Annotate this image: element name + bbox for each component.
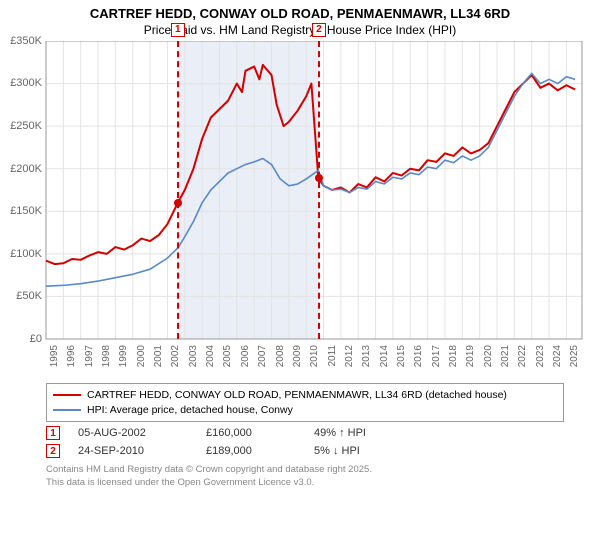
x-tick-label: 2023 [535, 345, 546, 367]
x-tick-label: 2018 [448, 345, 459, 367]
y-tick-label: £100K [2, 248, 42, 260]
sale-delta: 49% ↑ HPI [314, 427, 366, 439]
x-tick-label: 2014 [379, 345, 390, 367]
x-tick-label: 2024 [552, 345, 563, 367]
x-tick-label: 2010 [309, 345, 320, 367]
sale-marker-line-1 [177, 41, 179, 339]
sales-table: 1 05-AUG-2002 £160,000 49% ↑ HPI 2 24-SEP-201… [0, 426, 600, 458]
x-tick-label: 2025 [569, 345, 580, 367]
sale-marker-line-2 [318, 41, 320, 339]
sale-badge: 1 [46, 426, 60, 440]
x-tick-label: 1995 [49, 345, 60, 367]
sale-price: £160,000 [206, 427, 296, 439]
y-tick-label: £150K [2, 205, 42, 217]
legend-swatch [53, 394, 81, 396]
x-tick-label: 2002 [170, 345, 181, 367]
sale-date: 05-AUG-2002 [78, 427, 188, 439]
x-tick-label: 2003 [188, 345, 199, 367]
x-tick-label: 2007 [257, 345, 268, 367]
x-tick-label: 2006 [240, 345, 251, 367]
sale-marker-dot-2 [315, 174, 323, 182]
x-tick-label: 2019 [465, 345, 476, 367]
footer-line-2: This data is licensed under the Open Gov… [46, 477, 564, 489]
sale-delta: 5% ↓ HPI [314, 445, 360, 457]
x-tick-label: 2001 [153, 345, 164, 367]
sale-row-1: 1 05-AUG-2002 £160,000 49% ↑ HPI [46, 426, 564, 440]
x-tick-label: 2017 [431, 345, 442, 367]
x-tick-label: 2022 [517, 345, 528, 367]
y-tick-label: £250K [2, 120, 42, 132]
x-tick-label: 2013 [361, 345, 372, 367]
y-tick-label: £200K [2, 163, 42, 175]
legend-label: HPI: Average price, detached house, Conw… [87, 403, 293, 418]
x-tick-label: 2021 [500, 345, 511, 367]
footer-line-1: Contains HM Land Registry data © Crown c… [46, 464, 564, 476]
x-tick-label: 2016 [413, 345, 424, 367]
y-tick-label: £50K [2, 290, 42, 302]
legend: CARTREF HEDD, CONWAY OLD ROAD, PENMAENMA… [46, 383, 564, 422]
legend-swatch [53, 409, 81, 411]
footer-attribution: Contains HM Land Registry data © Crown c… [46, 464, 564, 489]
x-tick-label: 2004 [205, 345, 216, 367]
sale-date: 24-SEP-2010 [78, 445, 188, 457]
legend-row: CARTREF HEDD, CONWAY OLD ROAD, PENMAENMA… [53, 388, 557, 403]
y-tick-label: £350K [2, 35, 42, 47]
sale-price: £189,000 [206, 445, 296, 457]
sale-row-2: 2 24-SEP-2010 £189,000 5% ↓ HPI [46, 444, 564, 458]
x-tick-label: 2015 [396, 345, 407, 367]
legend-label: CARTREF HEDD, CONWAY OLD ROAD, PENMAENMA… [87, 388, 507, 403]
sale-marker-badge-1: 1 [171, 23, 185, 37]
y-tick-label: £0 [2, 333, 42, 345]
sale-badge: 2 [46, 444, 60, 458]
legend-row: HPI: Average price, detached house, Conw… [53, 403, 557, 418]
x-tick-label: 1996 [66, 345, 77, 367]
x-tick-label: 1997 [84, 345, 95, 367]
x-tick-label: 2005 [222, 345, 233, 367]
sale-marker-dot-1 [174, 199, 182, 207]
x-tick-label: 2011 [327, 345, 338, 367]
x-tick-label: 2012 [344, 345, 355, 367]
x-tick-label: 2000 [136, 345, 147, 367]
x-tick-label: 1999 [118, 345, 129, 367]
x-tick-label: 2009 [292, 345, 303, 367]
chart-subtitle: Price paid vs. HM Land Registry's House … [0, 23, 600, 41]
line-chart: 12£0£50K£100K£150K£200K£250K£300K£350K19… [0, 41, 600, 379]
x-tick-label: 2008 [275, 345, 286, 367]
chart-title: CARTREF HEDD, CONWAY OLD ROAD, PENMAENMA… [0, 0, 600, 23]
x-tick-label: 2020 [483, 345, 494, 367]
sale-marker-badge-2: 2 [312, 23, 326, 37]
x-tick-label: 1998 [101, 345, 112, 367]
y-tick-label: £300K [2, 77, 42, 89]
